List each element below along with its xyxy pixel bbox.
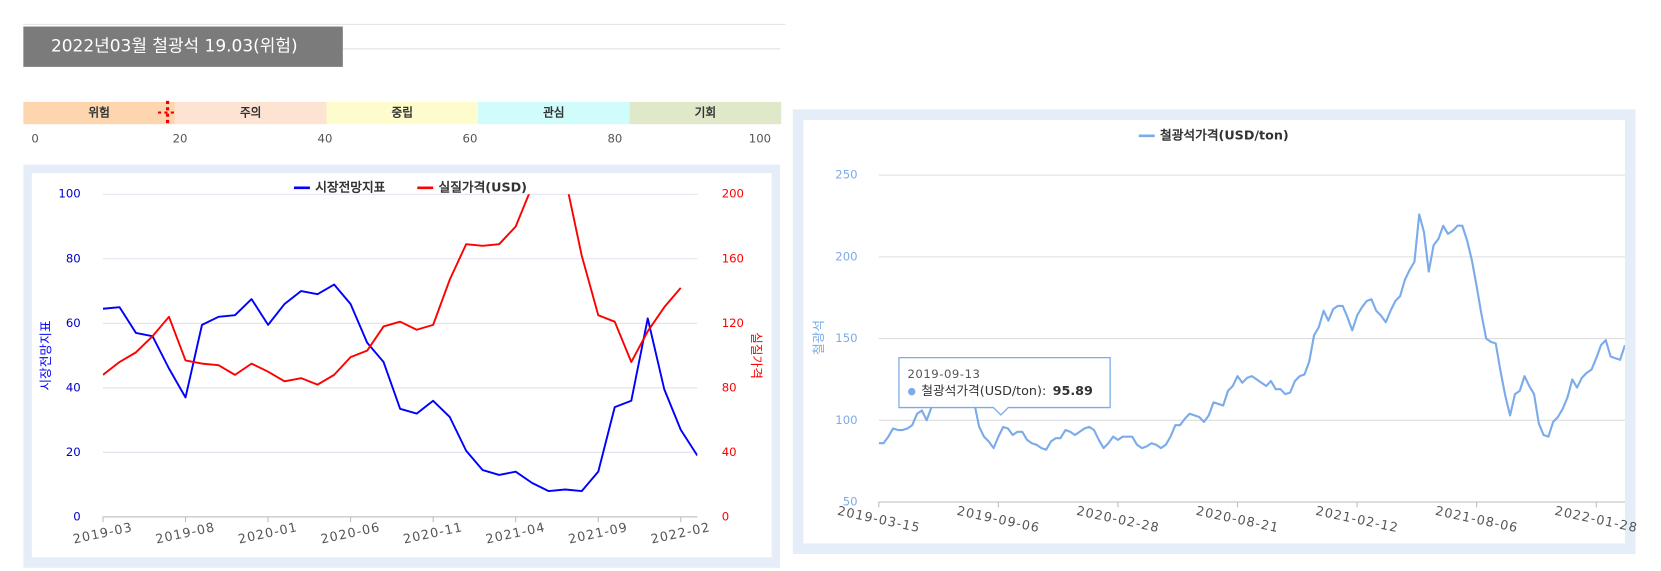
y2-tick-label: 200 xyxy=(722,187,744,201)
scale-tick-label: 40 xyxy=(318,132,333,146)
scale-segment xyxy=(174,101,327,125)
y2-tick-label: 160 xyxy=(722,251,744,265)
legend-label: 실질가격(USD) xyxy=(439,179,527,195)
y-tick-label: 250 xyxy=(835,168,857,182)
y2-tick-label: 80 xyxy=(722,380,737,394)
scale-label: 주의 xyxy=(240,106,261,120)
scale-label: 위험 xyxy=(88,106,109,120)
legend-label: 시장전망지표 xyxy=(315,179,386,195)
series-line xyxy=(878,213,1625,451)
y2-axis-title: 실질가격 xyxy=(748,332,763,379)
y2-tick-label: 0 xyxy=(722,509,729,523)
tooltip-date: 2019-09-13 xyxy=(907,367,980,381)
scale-segment xyxy=(326,101,479,125)
y-tick-label: 50 xyxy=(843,495,858,509)
y-tick-label: 20 xyxy=(66,445,81,459)
scale-segment xyxy=(23,101,175,125)
scale-tick-label: 80 xyxy=(608,132,623,146)
scale-label: 관심 xyxy=(543,106,564,120)
scale-tick-label: 0 xyxy=(31,132,38,146)
tooltip-value: 95.89 xyxy=(1053,384,1093,399)
y2-tick-label: 120 xyxy=(722,316,744,330)
header-title: 2022년03월 철광석 19.03(위험) xyxy=(51,37,298,57)
scale-tick-label: 20 xyxy=(173,132,188,146)
chart-panel xyxy=(31,172,772,558)
tooltip-label: 철광석가격(USD/ton): xyxy=(921,384,1046,399)
tooltip-dot xyxy=(907,387,916,396)
tooltip: 2019-09-13 철광석가격(USD/ton): 95.89 xyxy=(898,357,1111,416)
y2-tick-label: 40 xyxy=(722,445,737,459)
scale-segment xyxy=(478,101,630,125)
scale-label: 중립 xyxy=(392,106,413,120)
series-line xyxy=(102,194,682,386)
scale-marker xyxy=(158,100,178,126)
y-tick-label: 100 xyxy=(835,413,857,427)
y-tick-label: 60 xyxy=(66,316,81,330)
scale-tick-label: 100 xyxy=(749,132,771,146)
scale-label: 기회 xyxy=(695,106,716,120)
y-tick-label: 100 xyxy=(58,187,80,201)
legend-label: 철광석가격(USD/ton) xyxy=(1160,127,1289,143)
scale-segment xyxy=(629,101,782,125)
tooltip-box xyxy=(898,357,1111,416)
y-tick-label: 0 xyxy=(73,509,80,523)
header-box xyxy=(23,26,343,67)
y-tick-label: 40 xyxy=(66,380,81,394)
chart-panel xyxy=(803,119,1625,544)
y-tick-label: 150 xyxy=(835,331,857,345)
series-line xyxy=(102,283,698,493)
y-axis-title: 시장전망지표 xyxy=(39,320,54,391)
y-tick-label: 80 xyxy=(66,251,81,265)
y-tick-label: 200 xyxy=(835,249,857,263)
y-axis-title: 철광석 xyxy=(812,320,827,355)
scale-tick-label: 60 xyxy=(463,132,478,146)
